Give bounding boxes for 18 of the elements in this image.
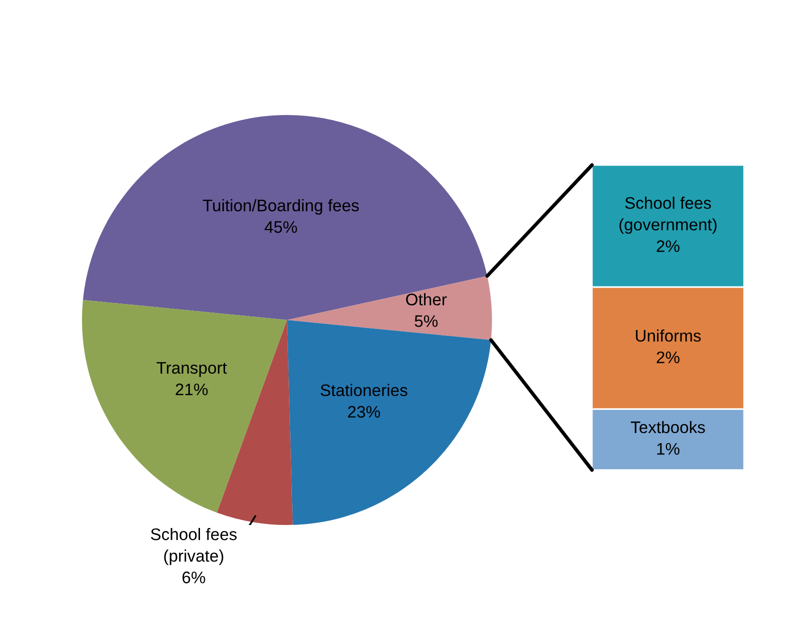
data-label: 1%: [657, 443, 680, 455]
data-label: 23%: [348, 406, 380, 418]
slice-label: Other: [406, 293, 447, 306]
data-label: 6%: [182, 572, 206, 584]
data-label: 2%: [656, 240, 680, 252]
slice-label: Tuition/Boarding fees: [202, 199, 359, 215]
slice-label: School fees (private): [150, 528, 237, 566]
pie-slice: [82, 300, 287, 513]
data-label: 45%: [264, 221, 298, 233]
slice-label: Stationeries: [320, 384, 408, 396]
series-label: Textbooks: [630, 420, 705, 434]
data-label: 2%: [656, 351, 680, 364]
pie-slice: [287, 276, 492, 340]
data-label: 5%: [414, 315, 438, 327]
series-label: Uniforms: [636, 329, 701, 342]
slice-label: Transport: [156, 362, 227, 378]
series-label: School fees (government): [619, 196, 717, 234]
data-label: 21%: [176, 384, 208, 396]
